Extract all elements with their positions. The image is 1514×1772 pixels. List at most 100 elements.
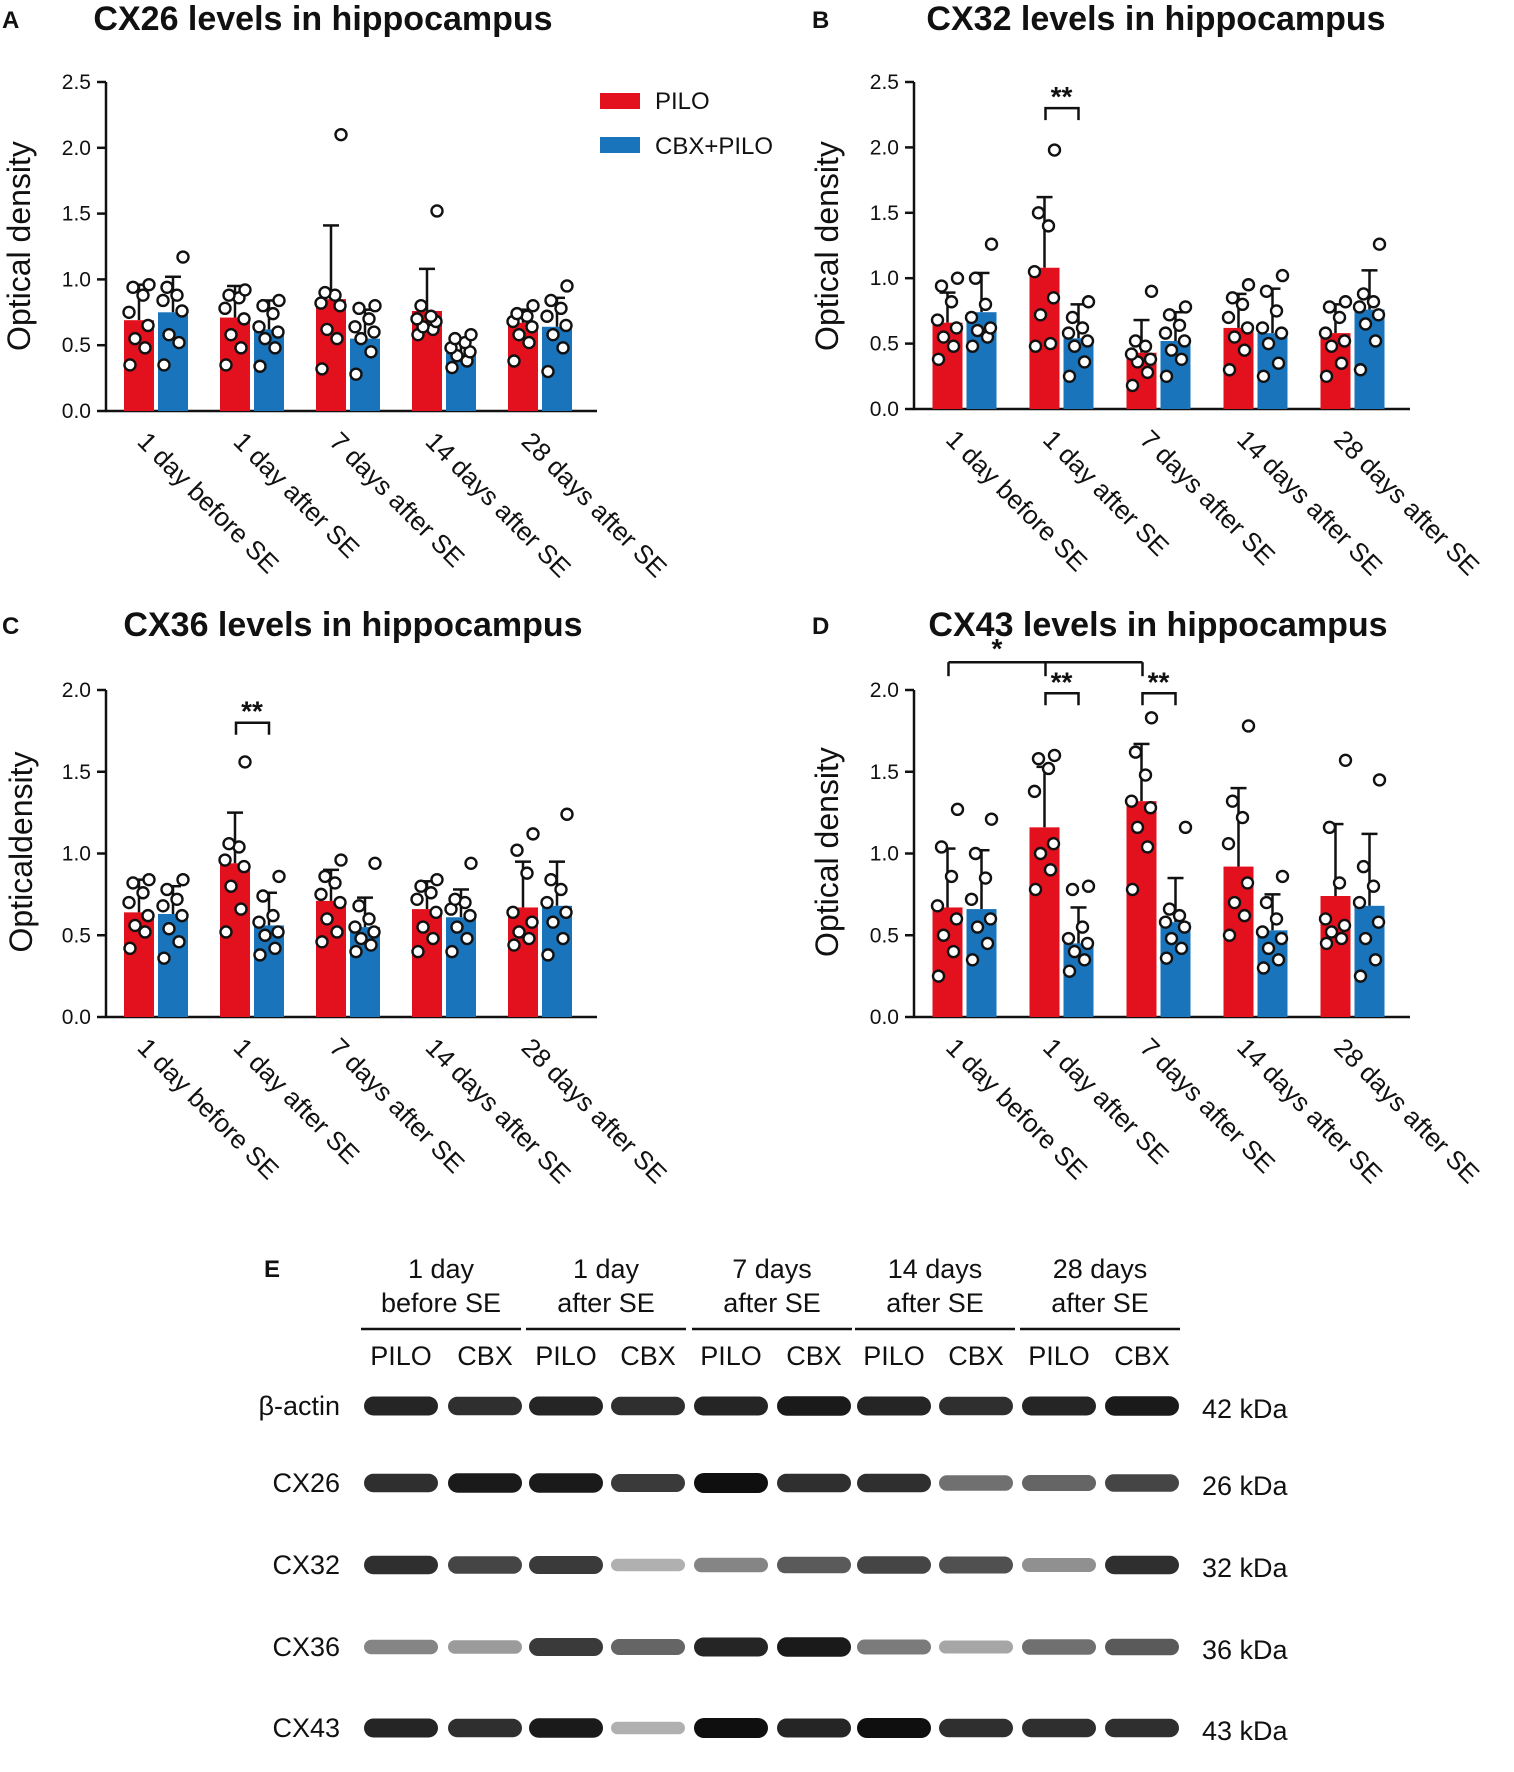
- data-point: [157, 358, 171, 372]
- blot-row-label: CX43: [272, 1713, 340, 1743]
- data-point: [950, 271, 965, 285]
- data-point: [540, 895, 554, 910]
- blot-band: [364, 1396, 438, 1416]
- data-point: [930, 313, 945, 327]
- data-point: [965, 339, 980, 353]
- data-point: [1028, 339, 1043, 353]
- data-point: [266, 306, 280, 321]
- y-tick-label: 0.0: [62, 1006, 91, 1029]
- data-point: [172, 935, 186, 949]
- data-point: [1138, 339, 1153, 353]
- data-point: [1271, 953, 1286, 967]
- panel-label: C: [2, 613, 19, 640]
- y-tick-label: 2.0: [62, 679, 91, 702]
- data-point: [176, 250, 190, 264]
- data-point: [1158, 326, 1173, 340]
- significance-bracket: [1044, 692, 1080, 706]
- data-point: [931, 969, 946, 983]
- blot-row-label: CX36: [272, 1632, 340, 1662]
- bar-pilo: [932, 907, 963, 1017]
- y-tick-label: 1.5: [870, 761, 899, 784]
- blot-band: [448, 1396, 522, 1416]
- y-axis-label: Optical density: [1, 141, 37, 351]
- data-point: [170, 892, 184, 906]
- data-point: [424, 309, 438, 323]
- data-point: [330, 331, 344, 346]
- data-point: [1028, 882, 1043, 897]
- y-tick-label: 2.5: [870, 71, 899, 94]
- y-tick-label: 2.0: [870, 136, 899, 159]
- data-point: [1322, 820, 1337, 835]
- chart-title: CX36 levels in hippocampus: [123, 606, 582, 644]
- blot-group-label: 1 day: [408, 1254, 475, 1284]
- data-point: [1274, 326, 1289, 340]
- data-point: [252, 320, 266, 334]
- blot-band: [1022, 1558, 1096, 1572]
- data-point: [1334, 356, 1349, 370]
- data-point: [1128, 334, 1143, 348]
- data-point: [1061, 326, 1076, 340]
- data-point: [934, 279, 949, 293]
- data-point: [333, 895, 347, 910]
- data-point: [544, 872, 558, 887]
- bar-pilo: [1126, 801, 1157, 1017]
- y-tick-label: 2.0: [870, 679, 899, 702]
- data-point: [314, 887, 328, 902]
- data-point: [1075, 920, 1090, 934]
- data-point: [544, 293, 558, 308]
- data-point: [1033, 308, 1048, 322]
- y-tick-label: 0.5: [870, 333, 899, 356]
- blot-band: [529, 1718, 603, 1738]
- data-point: [1353, 363, 1368, 377]
- blot-row-label: CX32: [272, 1550, 340, 1580]
- data-point: [222, 288, 236, 302]
- legend-swatch-cbx: [600, 137, 640, 153]
- data-point: [1031, 206, 1046, 220]
- data-point: [983, 321, 998, 335]
- data-point: [525, 320, 539, 334]
- data-point: [1322, 300, 1337, 314]
- data-point: [160, 280, 174, 294]
- blot-band: [448, 1640, 522, 1654]
- data-point: [1080, 334, 1095, 348]
- blot-lane-label: CBX: [1114, 1341, 1170, 1371]
- blot-band: [857, 1639, 931, 1655]
- data-point: [978, 871, 993, 885]
- data-point: [252, 915, 266, 929]
- data-point: [1319, 936, 1334, 951]
- bar-pilo: [1029, 267, 1060, 409]
- data-point: [1366, 295, 1381, 309]
- significance-marker: **: [1051, 666, 1073, 697]
- data-point: [930, 899, 945, 913]
- data-point: [1033, 846, 1048, 861]
- legend-swatch-pilo: [600, 93, 640, 109]
- blot-group-label: before SE: [381, 1288, 501, 1318]
- data-point: [445, 944, 459, 959]
- data-point: [1125, 378, 1140, 393]
- chart-title: CX26 levels in hippocampus: [93, 0, 552, 38]
- blot-band: [694, 1637, 768, 1657]
- blot-band: [1105, 1396, 1179, 1416]
- data-point: [1164, 931, 1179, 946]
- data-point: [1065, 310, 1080, 325]
- data-point: [352, 301, 366, 316]
- data-point: [944, 295, 959, 309]
- data-point: [268, 941, 282, 956]
- data-point: [1337, 918, 1352, 933]
- data-point: [464, 856, 478, 871]
- data-point: [354, 331, 368, 346]
- data-point: [1065, 882, 1080, 897]
- data-point: [1172, 318, 1187, 332]
- data-point: [1178, 820, 1193, 835]
- data-point: [520, 866, 534, 880]
- blot-lane-label: PILO: [700, 1341, 762, 1371]
- data-point: [414, 879, 428, 893]
- data-point: [1027, 264, 1042, 279]
- blot-band: [448, 1556, 522, 1574]
- data-point: [1061, 931, 1076, 946]
- data-point: [271, 325, 285, 339]
- data-point: [330, 925, 344, 939]
- data-point: [512, 925, 526, 939]
- chart-panel-c: C CX36 levels in hippocampus 0.0 0.5 1.0 1.5 2…: [2, 606, 673, 1189]
- significance-marker: *: [992, 633, 1003, 664]
